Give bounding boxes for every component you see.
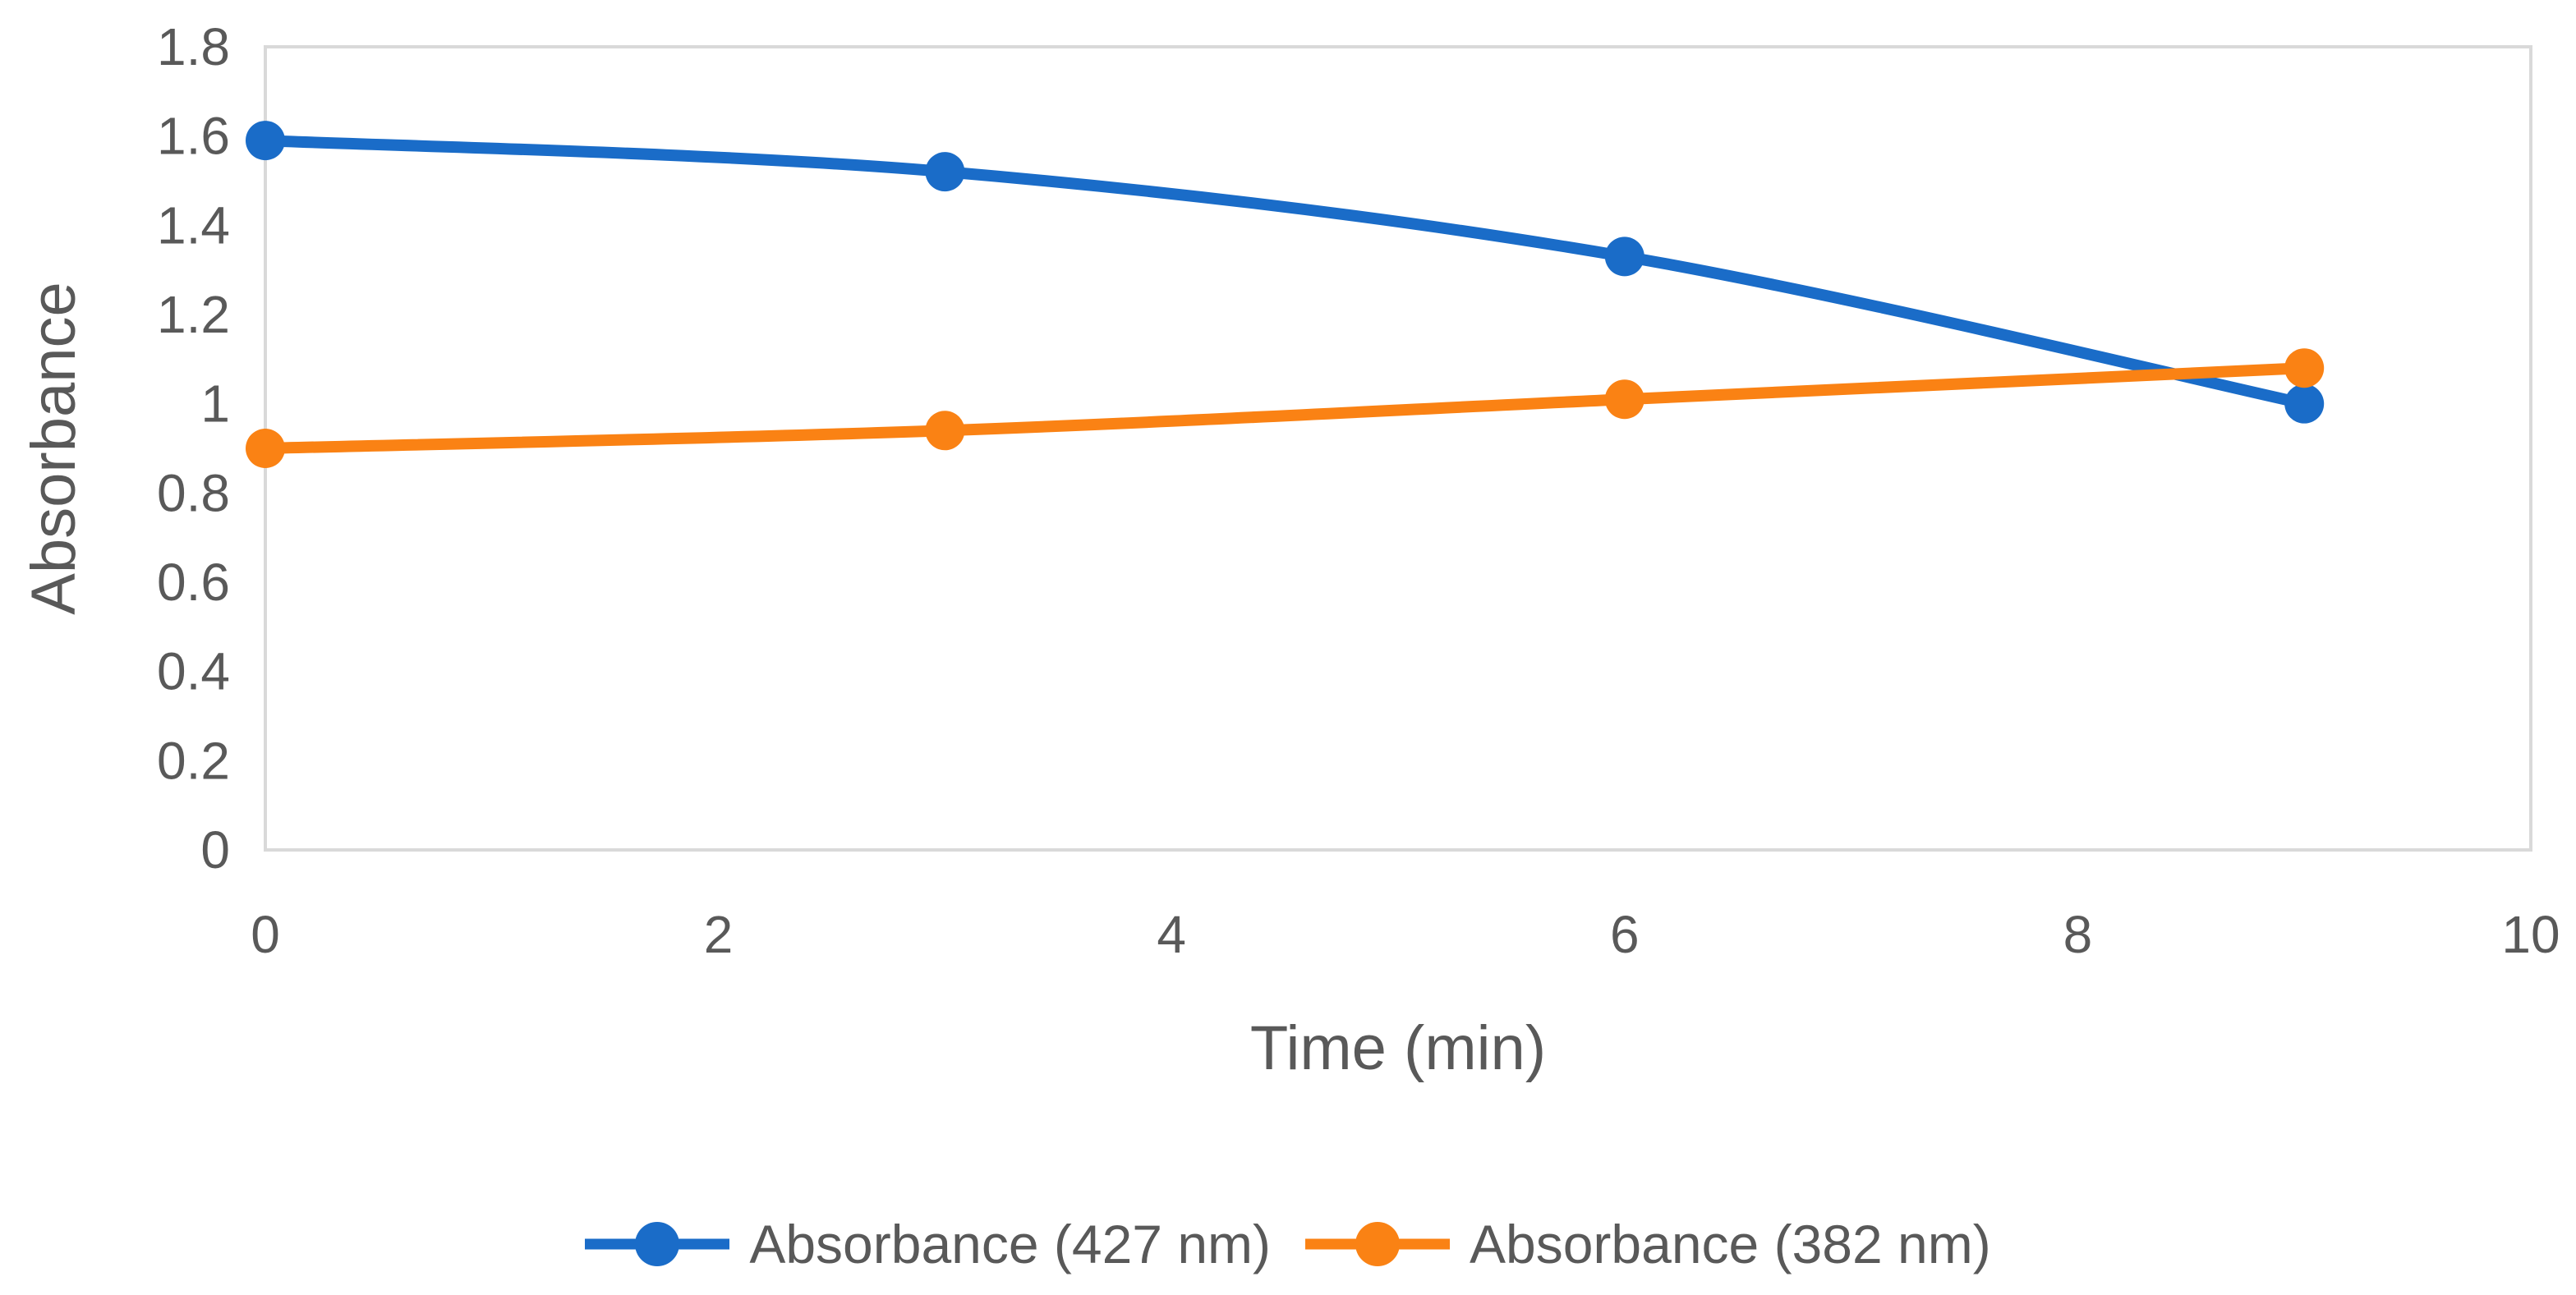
legend-line-circle-icon bbox=[585, 1222, 730, 1266]
y-tick-label: 1.2 bbox=[157, 285, 230, 344]
y-tick-label: 0.2 bbox=[157, 731, 230, 790]
x-tick-label: 4 bbox=[1157, 905, 1186, 964]
y-tick-label: 1.6 bbox=[157, 107, 230, 166]
series-marker-1 bbox=[246, 429, 285, 468]
legend: Absorbance (427 nm) Absorbance (382 nm) bbox=[0, 1217, 2576, 1271]
y-tick-label: 0 bbox=[200, 820, 230, 879]
x-tick-label: 2 bbox=[704, 905, 734, 964]
y-tick-label: 0.6 bbox=[157, 553, 230, 612]
series-marker-1 bbox=[2284, 348, 2325, 388]
series-line-1 bbox=[260, 362, 2311, 454]
series-marker-1 bbox=[925, 411, 965, 451]
legend-label-382nm: Absorbance (382 nm) bbox=[1470, 1214, 1991, 1274]
x-axis-title: Time (min) bbox=[1249, 1013, 1547, 1083]
series-marker-0 bbox=[2284, 383, 2325, 424]
series-marker-0 bbox=[925, 152, 965, 192]
legend-label-427nm: Absorbance (427 nm) bbox=[749, 1214, 1271, 1274]
series-marker-0 bbox=[246, 121, 285, 161]
plot-border bbox=[264, 45, 2532, 852]
y-axis-title: Absorbance bbox=[19, 282, 89, 615]
x-tick-label: 6 bbox=[1610, 905, 1640, 964]
legend-line-circle-icon bbox=[1305, 1222, 1450, 1266]
legend-item-427nm: Absorbance (427 nm) bbox=[585, 1217, 1271, 1271]
y-tick-label: 1.4 bbox=[157, 195, 230, 255]
y-tick-label: 0.4 bbox=[157, 642, 230, 701]
y-tick-label: 1 bbox=[200, 374, 230, 434]
y-tick-label: 1.8 bbox=[157, 17, 230, 76]
series-line-0 bbox=[260, 135, 2311, 410]
series-marker-1 bbox=[1604, 379, 1644, 420]
x-tick-label: 8 bbox=[2063, 905, 2093, 964]
y-tick-label: 0.8 bbox=[157, 463, 230, 522]
x-tick-label: 0 bbox=[251, 905, 280, 964]
legend-item-382nm: Absorbance (382 nm) bbox=[1305, 1217, 1991, 1271]
x-tick-label: 10 bbox=[2501, 905, 2560, 964]
series-marker-0 bbox=[1604, 236, 1644, 277]
